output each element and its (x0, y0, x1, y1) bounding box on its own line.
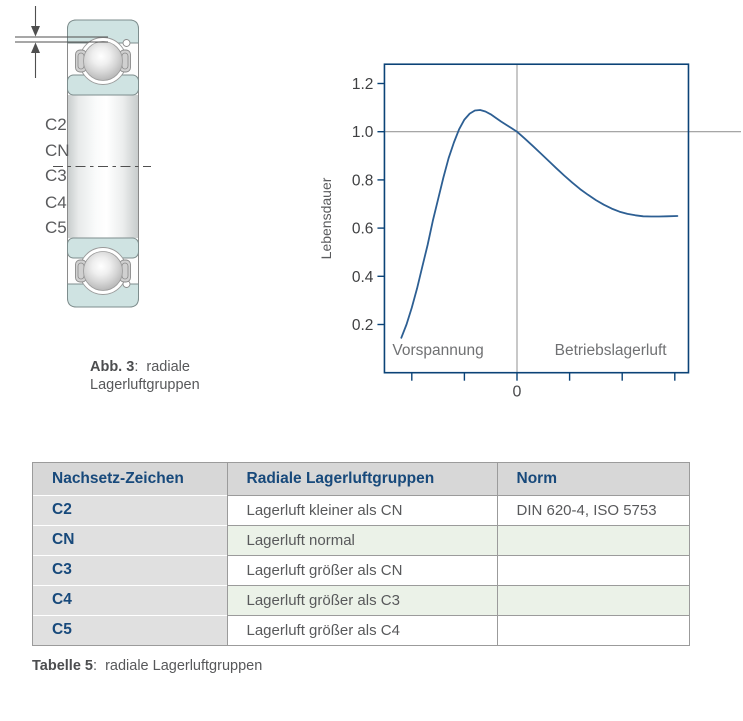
cell-description: Lagerluft normal (226, 524, 497, 555)
cell-code: C2 (33, 494, 227, 525)
clearance-class-label: CN (45, 140, 70, 160)
table-row: C3 Lagerluft größer als CN (33, 554, 689, 585)
figure-caption-line2: Lagerluftgruppen (90, 377, 200, 394)
clearance-table: Nachsetz-Zeichen Radiale Lagerluftgruppe… (33, 463, 689, 645)
cell-norm: DIN 620-4, ISO 5753 (496, 494, 689, 525)
table-row: C4 Lagerluft größer als C3 (33, 584, 689, 615)
cell-description: Lagerluft größer als C3 (226, 584, 497, 615)
header-nachsetz-zeichen: Nachsetz-Zeichen (33, 463, 227, 495)
y-tick-label: 0.2 (352, 317, 374, 334)
table-panel: Nachsetz-Zeichen Radiale Lagerluftgruppe… (32, 462, 690, 646)
life-vs-clearance-chart: 0.2 0.4 0.6 0.8 1.0 1.2 0 Vorspannung Betriebsla… (320, 63, 741, 401)
cell-norm (496, 614, 689, 645)
plot-frame (383, 63, 690, 374)
bearing-cross-section (15, 6, 151, 308)
cell-norm (496, 584, 689, 615)
life-curve (400, 109, 679, 339)
ball-top (83, 41, 123, 81)
table-caption: Tabelle 5: radiale Lagerluftgruppen (32, 658, 262, 674)
clearance-class-label: C3 (45, 166, 67, 185)
cage-bottom (75, 259, 131, 283)
cell-code: C4 (33, 584, 227, 615)
notch-top (122, 39, 131, 47)
table-header-row: Nachsetz-Zeichen Radiale Lagerluftgruppe… (33, 463, 689, 495)
figure-caption-text: : radiale (134, 359, 190, 375)
cell-norm (496, 554, 689, 585)
cell-description: Lagerluft größer als C4 (226, 614, 497, 645)
region-label: Betriebslagerluft (555, 342, 668, 359)
header-radiale-lagerluftgruppen: Radiale Lagerluftgruppen (226, 463, 497, 495)
table-row: C5 Lagerluft größer als C4 (33, 614, 689, 645)
cell-code: CN (33, 524, 227, 555)
clearance-class-label: C4 (45, 192, 67, 212)
outer-ring-bottom (67, 283, 139, 308)
y-tick-label: 0.6 (352, 221, 374, 238)
cell-description: Lagerluft größer als CN (226, 554, 497, 585)
cage-top (75, 49, 131, 73)
region-label: Vorspannung (392, 342, 483, 359)
y-axis-label: Lebensdauer (320, 177, 334, 259)
ball-bottom (83, 251, 123, 291)
table-row: C2 Lagerluft kleiner als CN DIN 620-4, ISO… (33, 494, 689, 525)
cell-code: C5 (33, 614, 227, 645)
clearance-arrows (15, 6, 108, 78)
y-tick-label: 0.8 (352, 172, 374, 189)
cell-description: Lagerluft kleiner als CN (226, 494, 497, 525)
y-tick-label: 1.2 (352, 76, 374, 93)
cell-code: C3 (33, 554, 227, 585)
y-tick-label: 1.0 (352, 124, 374, 141)
y-tick-label: 0.4 (352, 269, 374, 286)
clearance-class-label: C2 (45, 115, 67, 134)
figure-caption-number: Abb. 3 (90, 359, 135, 375)
x-tick-label: 0 (513, 384, 522, 401)
header-norm: Norm (496, 463, 689, 495)
clearance-class-label: C5 (45, 218, 67, 237)
cell-norm (496, 524, 689, 555)
table-caption-text: : radiale Lagerluftgruppen (92, 658, 263, 674)
table-row: CN Lagerluft normal (33, 524, 689, 555)
figure-caption: Abb. 3: radiale Lagerluftgruppen (90, 358, 200, 394)
table-caption-number: Tabelle 5 (32, 658, 93, 674)
